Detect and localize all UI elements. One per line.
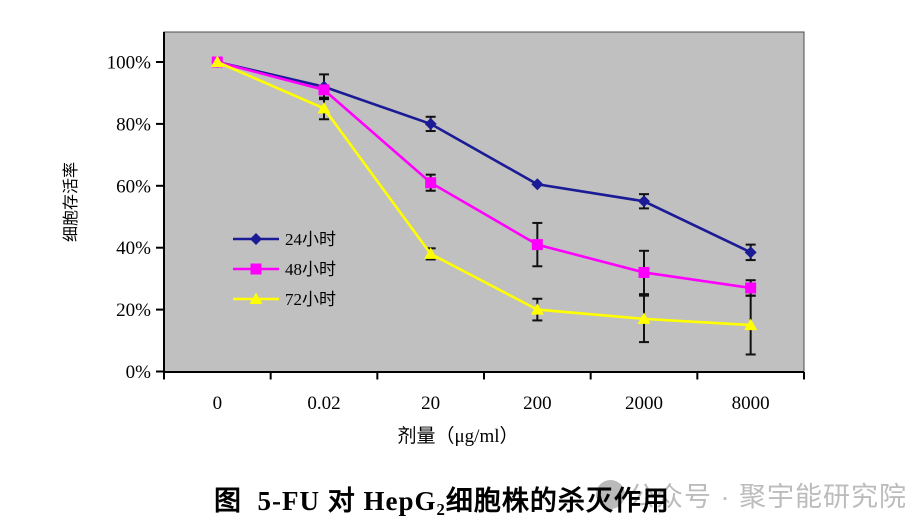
- triangle-marker: [530, 303, 544, 315]
- triangle-marker: [249, 292, 263, 304]
- square-marker: [531, 239, 543, 251]
- square-marker: [318, 84, 330, 96]
- triangle-marker: [424, 247, 438, 259]
- diamond-marker: [638, 195, 650, 208]
- triangle-marker: [637, 312, 651, 324]
- series-line: [216, 60, 751, 327]
- series-line: [217, 60, 752, 254]
- x-tick-label: 200: [523, 393, 552, 414]
- caption-suffix: 细胞株的杀灭作用: [445, 486, 670, 516]
- diamond-marker: [250, 233, 262, 245]
- x-tick-label: 0: [213, 393, 223, 414]
- plot-area: [163, 31, 805, 373]
- figure-caption: 图 5-FU 对 HepG2细胞株的杀灭作用: [214, 479, 670, 519]
- square-marker: [425, 177, 437, 189]
- square-marker: [745, 282, 757, 294]
- diamond-marker: [424, 117, 437, 130]
- x-axis: 0 0.02 20 200 2000 8000: [163, 372, 805, 414]
- y-tick-label: 80%: [116, 114, 151, 135]
- x-tick-label: 8000: [732, 393, 770, 414]
- legend: 24小时 48小时 72小时: [233, 230, 336, 309]
- watermark-logo-icon: [596, 480, 625, 509]
- triangle-marker: [744, 318, 758, 331]
- y-tick-label: 60%: [116, 176, 151, 197]
- series-48h: [211, 56, 757, 297]
- square-marker: [250, 263, 262, 275]
- y-tick-label: 20%: [116, 300, 151, 321]
- triangle-marker: [317, 101, 331, 114]
- y-tick-label: 40%: [116, 238, 151, 259]
- diamond-marker: [744, 246, 757, 259]
- diamond-marker: [531, 178, 544, 191]
- watermark-text: 公众号 · 聚宇能研究院: [628, 482, 907, 512]
- legend-label: 24小时: [285, 230, 336, 249]
- survival-line-chart: 100% 80% 60% 40% 20% 0% 0 0.02 20 200 2000 8000 24小时…: [62, 31, 805, 447]
- caption-prefix: 图 5-FU 对 HepG: [214, 486, 437, 516]
- series-72h: [210, 55, 758, 356]
- legend-label: 48小时: [285, 260, 336, 279]
- square-marker: [638, 266, 650, 278]
- series-line: [217, 60, 751, 290]
- legend-label: 72小时: [285, 290, 336, 309]
- y-axis-title: 细胞存活率: [62, 162, 80, 242]
- watermark: 公众号 · 聚宇能研究院: [596, 475, 907, 514]
- x-tick-label: 20: [421, 393, 440, 414]
- x-axis-title: 剂量（μg/ml）: [397, 425, 518, 447]
- y-axis: 100% 80% 60% 40% 20% 0%: [107, 53, 164, 383]
- y-tick-label: 0%: [126, 362, 152, 383]
- triangle-marker: [210, 55, 224, 67]
- caption-subscript: 2: [436, 499, 446, 519]
- x-tick-label: 2000: [625, 393, 663, 414]
- y-tick-label: 100%: [107, 53, 152, 74]
- x-tick-label: 0.02: [307, 393, 340, 414]
